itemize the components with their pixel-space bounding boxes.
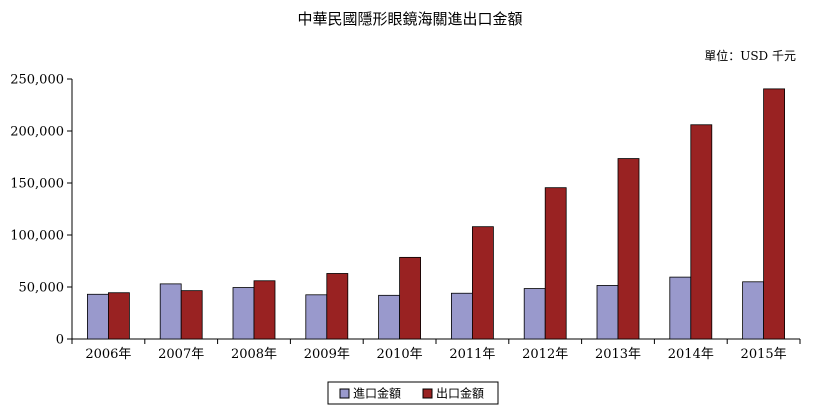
bar-import bbox=[742, 281, 764, 340]
legend-label-import: 進口金額 bbox=[353, 386, 401, 401]
bar-export bbox=[471, 226, 494, 340]
bar-export bbox=[108, 292, 130, 340]
y-tick-label: 250,000 bbox=[10, 73, 64, 88]
bar-import bbox=[596, 285, 619, 340]
x-tick-label: 2007年 bbox=[158, 347, 204, 362]
unit-label: 單位：USD 千元 bbox=[704, 48, 796, 63]
bar-export bbox=[544, 187, 567, 340]
x-tick-label: 2011年 bbox=[449, 347, 495, 362]
bar-import bbox=[159, 283, 182, 340]
x-tick-label: 2014年 bbox=[668, 347, 714, 362]
y-tick-label: 0 bbox=[56, 333, 64, 348]
x-tick-label: 2012年 bbox=[522, 347, 568, 362]
chart-title: 中華民國隱形眼鏡海關進出口金額 bbox=[297, 10, 522, 28]
y-tick-label: 50,000 bbox=[19, 281, 65, 296]
bar-import bbox=[87, 293, 109, 340]
legend-box bbox=[327, 381, 499, 405]
bar-import bbox=[378, 294, 401, 340]
legend-label-export: 出口金額 bbox=[436, 386, 484, 401]
y-tick-label: 150,000 bbox=[10, 177, 64, 192]
bar-import bbox=[523, 288, 546, 340]
bar-export bbox=[763, 88, 785, 340]
x-tick-label: 2010年 bbox=[377, 347, 423, 362]
x-tick-label: 2009年 bbox=[304, 347, 350, 362]
y-tick-label: 200,000 bbox=[10, 125, 64, 140]
bar-import bbox=[669, 276, 692, 340]
bar-export bbox=[253, 280, 276, 340]
bar-export bbox=[690, 124, 713, 340]
x-tick-label: 2008年 bbox=[231, 347, 277, 362]
bar-export bbox=[326, 273, 349, 340]
bar-export bbox=[180, 290, 203, 340]
legend: 進口金額 出口金額 bbox=[327, 381, 499, 405]
x-tick-label: 2015年 bbox=[741, 347, 787, 362]
bar-import bbox=[232, 287, 255, 340]
x-tick-label: 2006年 bbox=[85, 347, 131, 362]
legend-swatch-import bbox=[339, 388, 350, 399]
plot-area: 0 50,000 100,000 150,000 200,000 250,000 2006年… bbox=[10, 73, 801, 362]
x-tick-label: 2013年 bbox=[595, 347, 641, 362]
bar-export bbox=[617, 158, 640, 340]
bar-export bbox=[399, 256, 422, 340]
bar-import bbox=[450, 292, 473, 340]
y-tick-label: 100,000 bbox=[10, 229, 64, 244]
bar-import bbox=[305, 294, 328, 340]
legend-swatch-export bbox=[422, 388, 433, 399]
